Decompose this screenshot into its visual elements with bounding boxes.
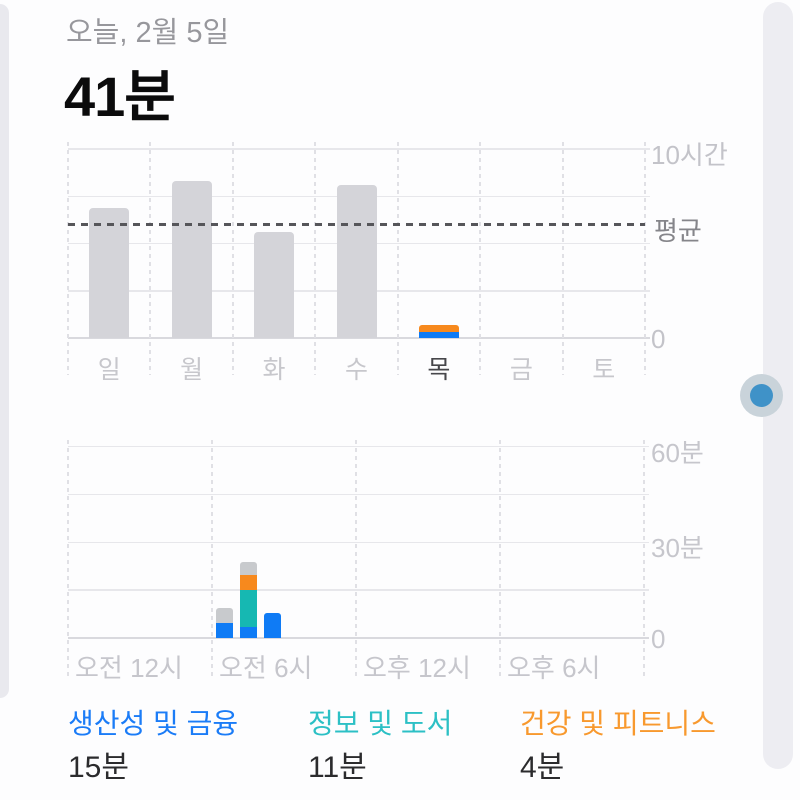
hour-label: 오전 12시 — [75, 653, 183, 683]
gridline-vertical — [67, 439, 69, 676]
gridline-vertical — [314, 142, 317, 375]
hourly-bar-7-reading[interactable] — [239, 590, 257, 628]
gridline-vertical — [355, 439, 357, 676]
gridline-vertical — [211, 439, 213, 676]
weekly-bar-화[interactable] — [254, 232, 295, 338]
scrollbar-handle[interactable] — [740, 374, 783, 417]
total-screen-time: 41분 — [64, 65, 176, 128]
gridline-horizontal — [68, 445, 649, 448]
hourly-bar-6-other[interactable] — [215, 607, 233, 623]
weekly-bar-today-productivity[interactable] — [418, 332, 459, 338]
weekly-bar-수[interactable] — [336, 184, 377, 338]
hour-label: 오후 12시 — [363, 653, 471, 683]
y-axis-tick-label: 60분 — [651, 437, 704, 468]
weekday-label-금: 금 — [509, 356, 533, 384]
gridline-horizontal — [68, 148, 650, 150]
gridline-vertical — [643, 439, 645, 676]
hourly-bar-6-productivity[interactable] — [215, 622, 233, 638]
y-axis-tick-label: 30분 — [651, 533, 704, 564]
weekday-label-토: 토 — [592, 356, 616, 384]
gridline-vertical — [231, 142, 234, 375]
gridline-vertical — [644, 142, 646, 375]
gridline-horizontal — [68, 589, 649, 591]
weekly-bar-월[interactable] — [171, 181, 212, 338]
hour-label: 오전 6시 — [219, 653, 313, 683]
gridline-horizontal — [68, 637, 649, 640]
average-line — [68, 222, 645, 227]
date-label: 오늘, 2월 5일 — [66, 17, 230, 49]
gridline-horizontal — [68, 541, 649, 543]
gridline-vertical — [561, 142, 564, 375]
hourly-bar-7-productivity[interactable] — [239, 627, 257, 638]
legend-value-fitness: 4분 — [520, 751, 565, 784]
scrollbar-handle-dot — [750, 384, 773, 407]
weekly-bar-today-fitness[interactable] — [418, 325, 459, 333]
weekday-label-일: 일 — [97, 356, 121, 384]
weekday-label-수: 수 — [344, 356, 368, 384]
gridline-horizontal — [68, 493, 649, 496]
legend-value-productivity: 15분 — [68, 751, 129, 784]
weekly-bar-일[interactable] — [89, 207, 130, 338]
gridline-horizontal — [68, 337, 650, 340]
weekday-label-월: 월 — [180, 356, 204, 384]
left-page-peek — [0, 4, 9, 698]
gridline-vertical — [396, 142, 399, 375]
weekday-label-목: 목 — [427, 356, 451, 384]
gridline-vertical — [479, 142, 482, 375]
y-axis-max-label: 10시간 — [651, 140, 728, 170]
legend-label-reading: 정보 및 도서 — [308, 708, 453, 739]
hourly-bar-8-productivity[interactable] — [263, 613, 281, 638]
weekday-label-화: 화 — [262, 356, 286, 384]
gridline-vertical — [67, 142, 69, 375]
gridline-vertical — [499, 439, 501, 676]
hour-label: 오후 6시 — [507, 653, 601, 683]
gridline-vertical — [149, 142, 152, 375]
legend-label-fitness: 건강 및 피트니스 — [520, 708, 716, 739]
hourly-bar-7-other[interactable] — [239, 562, 257, 576]
y-axis-tick-label: 0 — [651, 624, 666, 654]
hourly-bar-7-fitness[interactable] — [239, 575, 257, 591]
legend-label-productivity: 생산성 및 금융 — [68, 708, 239, 739]
average-label: 평균 — [654, 215, 702, 246]
legend-value-reading: 11분 — [308, 751, 367, 784]
y-axis-zero-label: 0 — [651, 324, 666, 354]
